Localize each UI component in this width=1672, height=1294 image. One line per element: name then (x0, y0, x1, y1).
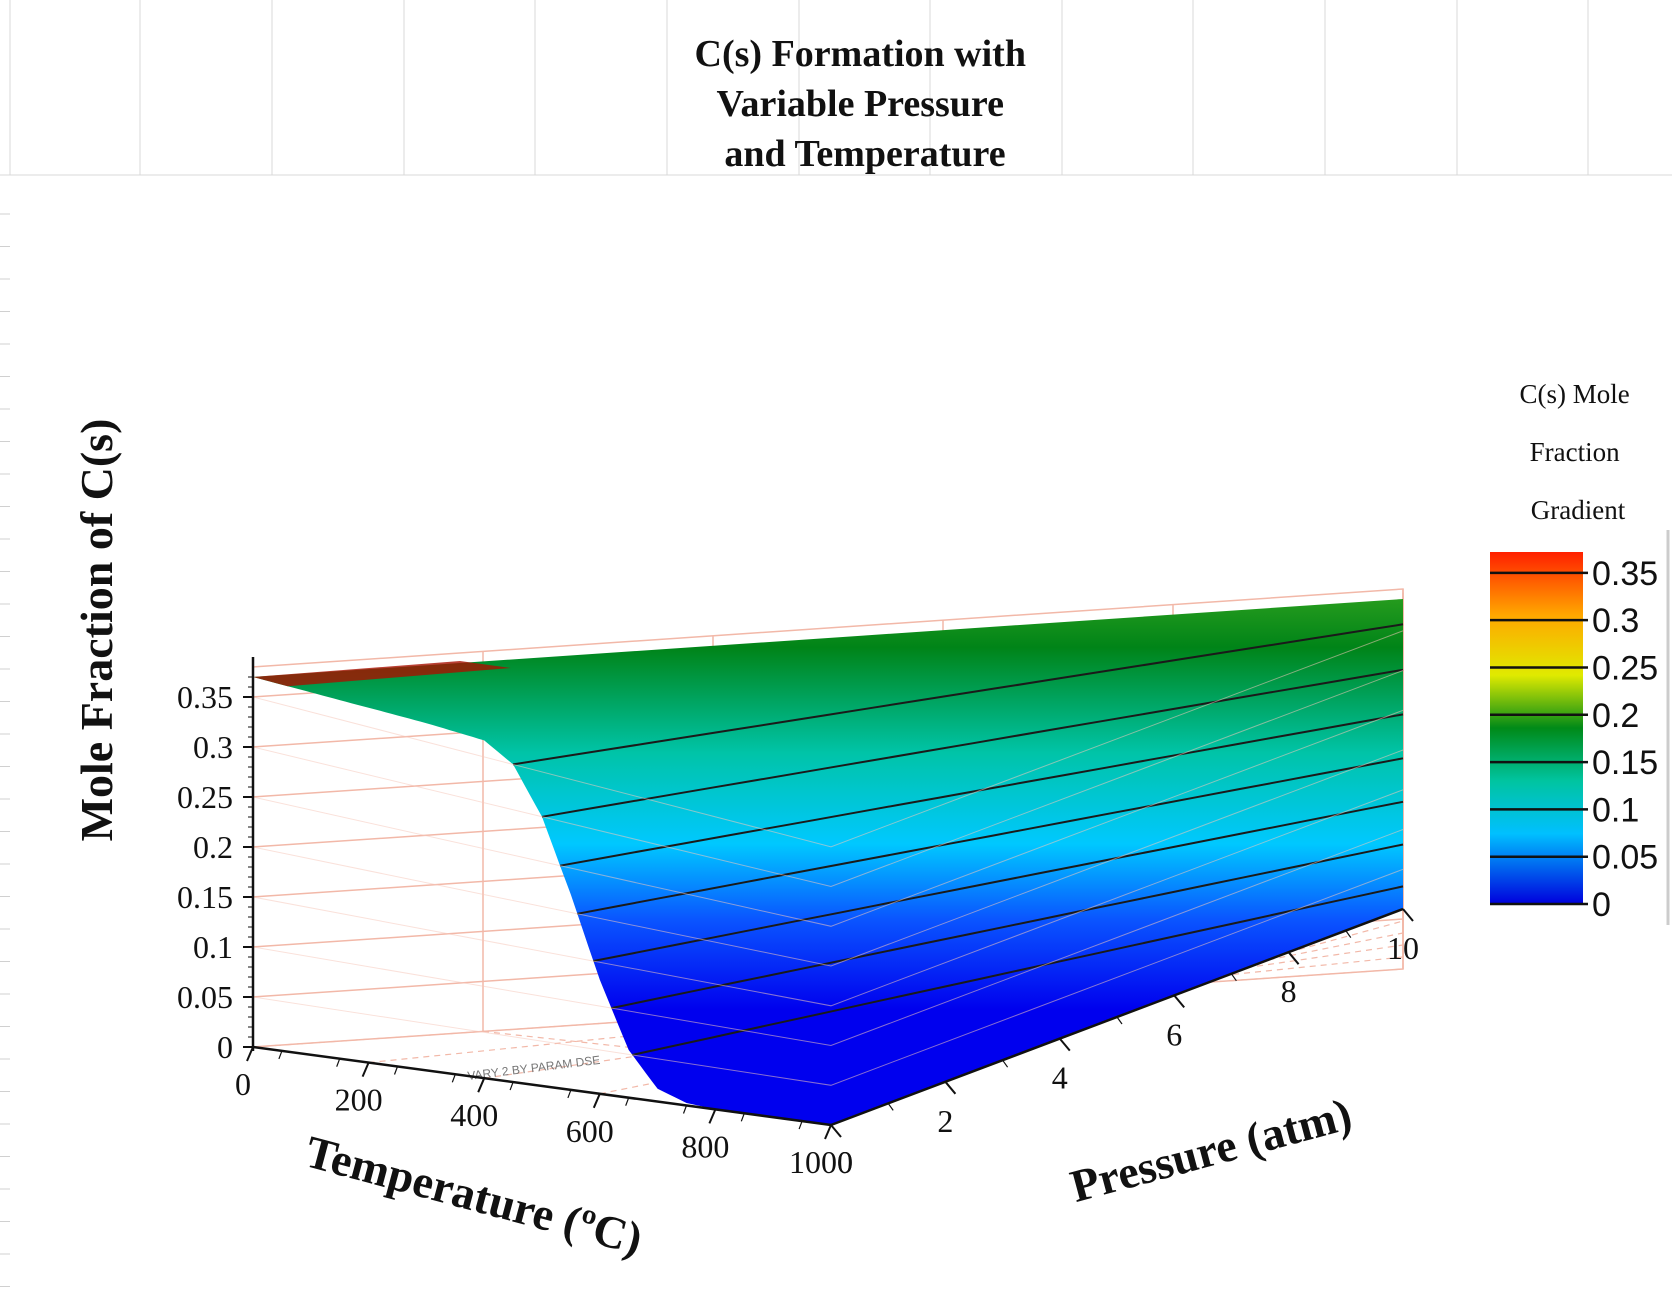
temperature-minor-tick (798, 1120, 803, 1130)
front-gridline (252, 749, 1404, 967)
pressure-tick-label: 8 (1281, 973, 1297, 1009)
pressure-tick-label: 0 (837, 1144, 853, 1180)
pressure-tick-mark (1059, 1037, 1071, 1052)
contour-line (577, 757, 1404, 915)
pressure-tick-mark (944, 1081, 957, 1095)
temperature-tick-label: 0 (235, 1066, 251, 1102)
pressure-tick-label: 6 (1166, 1016, 1182, 1052)
pressure-tick-labels: 0 2 4 6 8 10 (837, 930, 1419, 1180)
temperature-tick-mark (361, 1062, 370, 1077)
colorbar: C(s) Mole Fraction Gradient 0.350.30.250… (1490, 379, 1670, 925)
pressure-minor-tick (1345, 930, 1352, 938)
colorbar-title: C(s) Mole Fraction Gradient (1520, 379, 1637, 525)
surface (253, 599, 1403, 1125)
temperature-tick-mark (824, 1124, 832, 1140)
surface-face (253, 599, 1403, 1125)
temperature-minor-tick (740, 1113, 745, 1122)
front-gridline (252, 670, 1404, 888)
temperature-minor-tick (509, 1081, 514, 1091)
pressure-tick-mark (830, 1124, 842, 1138)
colorbar-contour-lines (1490, 530, 1670, 925)
colorbar-tick-label: 0.25 (1592, 649, 1658, 687)
colorbar-tick-label: 0.2 (1592, 697, 1639, 735)
z-tick-label: 0.25 (177, 779, 233, 815)
contour-line (541, 668, 1404, 818)
pressure-minor-tick (1002, 1059, 1009, 1068)
temperature-minor-tick (278, 1050, 283, 1060)
colorbar-title-line: Gradient (1531, 495, 1626, 525)
temperature-minor-tick (451, 1074, 456, 1083)
front-gridline (252, 829, 1404, 1047)
temperature-minor-tick (336, 1058, 341, 1067)
front-gridline (252, 789, 1404, 1007)
pressure-tick-mark (1173, 994, 1185, 1009)
temperature-tick-label: 800 (681, 1128, 729, 1164)
temperature-minor-tick (625, 1097, 630, 1106)
contour-lines (512, 623, 1404, 1056)
pressure-minor-tick (1230, 973, 1237, 982)
z-tick-label: 0.1 (193, 929, 233, 965)
temperature-tick-label: 600 (566, 1113, 614, 1149)
contour-line (593, 800, 1404, 962)
colorbar-tick-label: 0 (1592, 886, 1611, 924)
z-tick-labels: 0 0.05 0.1 0.15 0.2 0.25 0.3 0.35 (177, 679, 233, 1065)
temperature-minor-tick (682, 1105, 688, 1114)
temperature-tick-mark (592, 1093, 601, 1109)
colorbar-tick-label: 0.05 (1592, 839, 1658, 877)
front-gridline (252, 868, 1404, 1086)
z-tick-label: 0.15 (177, 879, 233, 915)
colorbar-tick-label: 0.3 (1592, 602, 1639, 640)
z-tick-label: 0 (217, 1029, 233, 1065)
colorbar-tick-labels: 0.35 0.3 0.25 0.2 0.15 0.1 0.05 0 (1592, 555, 1658, 924)
pressure-tick-mark (1287, 951, 1300, 965)
pressure-minor-tick (887, 1103, 894, 1111)
front-gridline (252, 709, 1404, 927)
colorbar-title-line: C(s) Mole (1520, 379, 1630, 409)
axes (243, 657, 1414, 1140)
pressure-minor-tick (1116, 1016, 1123, 1025)
z-tick-label: 0.05 (177, 979, 233, 1015)
chart-title-line: and Temperature (724, 133, 1005, 175)
z-tick-label: 0.35 (177, 679, 233, 715)
contour-line (512, 623, 1404, 766)
pressure-tick-label: 4 (1052, 1060, 1068, 1096)
pressure-tick-label: 10 (1387, 930, 1419, 966)
temperature-axis-line (252, 1045, 832, 1127)
chart-title-line: Variable Pressure (717, 83, 1004, 125)
colorbar-tick-label: 0.1 (1592, 791, 1639, 829)
temperature-tick-label: 200 (335, 1082, 383, 1118)
z-tick-label: 0.2 (193, 829, 233, 865)
colorbar-title-line: Fraction (1530, 437, 1620, 467)
surface-crest (253, 661, 511, 687)
temperature-minor-tick (393, 1066, 399, 1075)
pressure-axis-title: Pressure (atm) (1065, 1088, 1357, 1212)
pressure-tick-mark (1402, 908, 1414, 922)
pressure-tick-label: 2 (937, 1103, 953, 1139)
temperature-tick-mark (477, 1077, 486, 1093)
chart-title-line: C(s) Formation with (695, 33, 1026, 75)
front-gridline (252, 630, 1404, 848)
temperature-tick-mark (708, 1109, 717, 1124)
temperature-minor-tick (567, 1089, 572, 1099)
colorbar-tick-label: 0.15 (1592, 744, 1658, 782)
z-tick-label: 0.3 (193, 729, 233, 765)
colorbar-tick-label: 0.35 (1592, 555, 1658, 593)
temperature-tick-labels: 0 200 400 600 800 1000 (235, 1066, 853, 1180)
z-axis-title: Mole Fraction of C(s) (71, 419, 122, 842)
contour-line (632, 885, 1404, 1056)
temperature-tick-mark (246, 1046, 254, 1062)
temperature-tick-label: 1000 (789, 1144, 853, 1180)
colorbar-gradient (1490, 552, 1583, 904)
contour-line (611, 843, 1404, 1010)
chart-title: C(s) Formation with Variable Pressure an… (695, 33, 1036, 175)
temperature-tick-label: 400 (450, 1097, 498, 1133)
